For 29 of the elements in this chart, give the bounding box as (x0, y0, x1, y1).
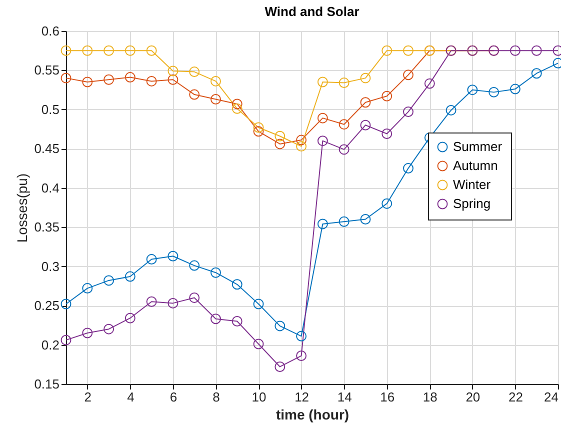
y-tick-label: 0.4 (41, 180, 60, 196)
y-tick-label: 0.55 (34, 62, 60, 78)
legend-label: Spring (453, 196, 491, 211)
chart-title: Wind and Solar (264, 4, 360, 19)
x-tick-label: 10 (252, 390, 266, 404)
x-tick-label: 16 (380, 390, 395, 404)
legend-label: Autumn (453, 158, 498, 173)
legend-label: Winter (453, 177, 492, 192)
y-tick-label: 0.25 (34, 298, 60, 314)
y-axis-title: Losses(pu) (14, 173, 30, 243)
x-tick-label: 8 (212, 390, 220, 404)
x-tick-label: 2 (84, 390, 92, 404)
x-axis-title: time (hour) (276, 406, 350, 422)
x-tick-label: 18 (422, 390, 438, 404)
y-tick-label: 0.15 (34, 376, 60, 392)
y-tick-label: 0.45 (34, 141, 60, 156)
x-tick-label: 4 (127, 390, 134, 404)
x-tick-label: 22 (508, 390, 523, 404)
x-tick-label: 12 (294, 390, 310, 404)
y-tick-label: 0.2 (41, 337, 60, 352)
x-tick-label: 6 (170, 390, 178, 404)
y-tick-label: 0.35 (34, 220, 60, 235)
y-tick-label: 0.3 (41, 258, 60, 274)
x-tick-label: 20 (466, 390, 480, 404)
y-tick-label: 0.6 (41, 24, 60, 38)
x-tick-label: 24 (544, 390, 558, 404)
y-tick-label: 0.5 (41, 102, 60, 117)
legend-label: Summer (453, 139, 503, 154)
x-tick-label: 14 (337, 390, 352, 404)
